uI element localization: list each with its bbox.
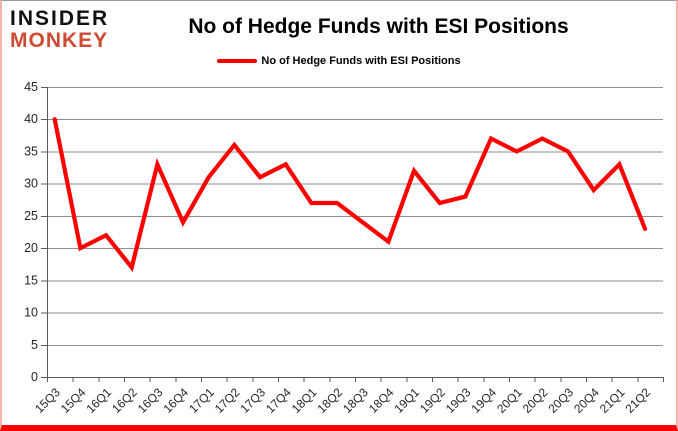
series-line xyxy=(52,117,648,273)
x-axis-tick-label: 18Q1 xyxy=(289,385,320,416)
legend-line-swatch xyxy=(217,59,258,63)
y-axis-tick-label: 40 xyxy=(24,112,38,126)
chart-title: No of Hedge Funds with ESI Positions xyxy=(188,15,569,38)
x-axis-tick-label: 16Q1 xyxy=(83,385,114,416)
x-axis-tick-label: 15Q4 xyxy=(58,385,89,416)
x-axis-tick-label: 20Q4 xyxy=(571,385,602,416)
y-axis-tick-label: 15 xyxy=(24,273,38,287)
chart-legend: No of Hedge Funds with ESI Positions xyxy=(2,55,676,67)
hedge-funds-line-chart: 0 5 10 15 20 25 30 35 40 45 15Q315Q416Q116Q216Q316… xyxy=(24,80,664,416)
x-axis-tick-label: 20Q1 xyxy=(494,385,525,416)
y-axis-tick-label: 30 xyxy=(24,177,38,191)
x-axis-tick-label: 17Q4 xyxy=(263,385,294,416)
y-axis-tick-label: 20 xyxy=(24,241,38,255)
y-axis-tick-label: 0 xyxy=(31,370,38,384)
legend-label: No of Hedge Funds with ESI Positions xyxy=(261,55,461,67)
x-axis-tick-label: 18Q2 xyxy=(314,385,345,416)
x-axis-tick-label: 19Q4 xyxy=(468,385,499,416)
y-axis-tick-label: 10 xyxy=(24,306,38,320)
logo-line-monkey: MONKEY xyxy=(10,29,109,52)
x-axis-tick-label: 20Q2 xyxy=(520,385,551,416)
x-axis-tick-label: 16Q4 xyxy=(160,385,191,416)
x-axis-tick-label: 21Q2 xyxy=(622,385,653,416)
x-axis-tick-label: 18Q3 xyxy=(340,385,371,416)
y-axis-tick-label: 5 xyxy=(31,338,38,352)
x-axis-tick-label: 20Q3 xyxy=(545,385,576,416)
y-axis-tick-label: 35 xyxy=(24,144,38,158)
x-axis-tick-label: 19Q3 xyxy=(443,385,474,416)
x-axis-tick-label: 15Q3 xyxy=(32,385,63,416)
x-axis-tick-label: 16Q2 xyxy=(109,385,140,416)
y-axis-tick-label: 25 xyxy=(24,209,38,223)
x-axis-tick-label: 21Q1 xyxy=(597,385,628,416)
x-axis-tick-label: 19Q2 xyxy=(417,385,448,416)
x-axis-tick-label: 17Q3 xyxy=(237,385,268,416)
x-axis-tick-label: 17Q1 xyxy=(186,385,217,416)
x-axis-tick-label: 16Q3 xyxy=(135,385,166,416)
y-axis-tick-label: 45 xyxy=(24,80,38,94)
insider-monkey-logo: INSIDER MONKEY xyxy=(10,8,109,52)
x-axis-tick-label: 19Q1 xyxy=(391,385,422,416)
x-axis-tick-label: 17Q2 xyxy=(212,385,243,416)
logo-line-insider: INSIDER xyxy=(10,7,110,30)
x-axis-tick-label: 18Q4 xyxy=(366,385,397,416)
